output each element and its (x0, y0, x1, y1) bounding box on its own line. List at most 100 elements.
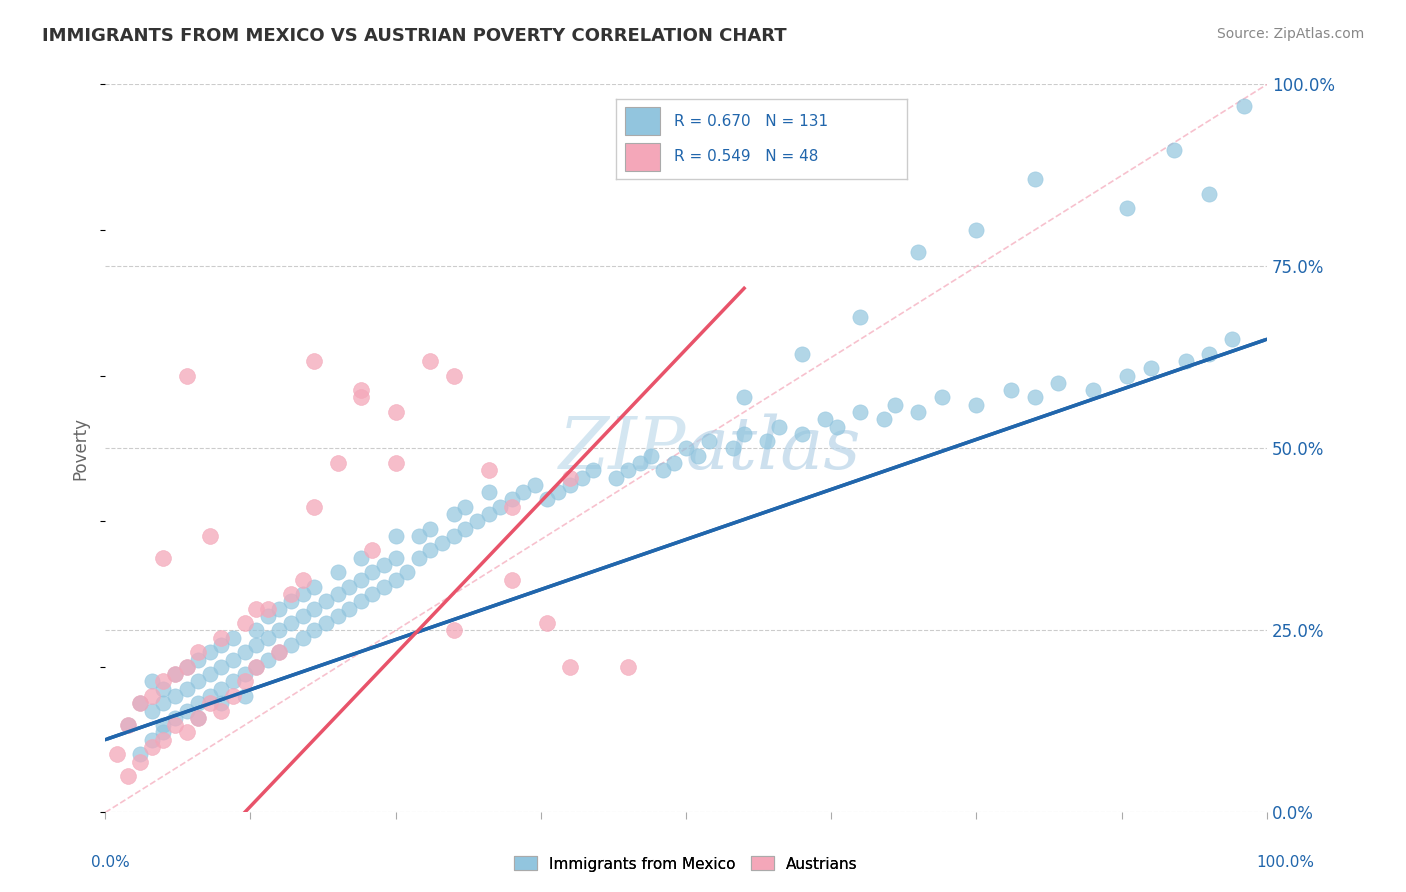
Point (1081, 383, 1104, 397)
Point (105, 747, 128, 762)
Point (257, 652, 280, 666)
Point (209, 681, 232, 696)
Point (408, 550, 430, 565)
Point (384, 456, 406, 470)
Text: ZIP: ZIP (558, 413, 686, 483)
Point (291, 587, 314, 601)
Point (640, 449, 662, 463)
Point (477, 507, 499, 521)
Point (361, 587, 384, 601)
Text: IMMIGRANTS FROM MEXICO VS AUSTRIAN POVERTY CORRELATION CHART: IMMIGRANTS FROM MEXICO VS AUSTRIAN POVER… (42, 27, 787, 45)
Point (605, 470, 627, 484)
Point (501, 492, 523, 507)
Point (558, 478, 581, 492)
Text: 0.0%: 0.0% (91, 855, 131, 870)
Point (373, 558, 395, 572)
Point (558, 470, 581, 484)
Point (315, 616, 337, 631)
Point (280, 594, 302, 608)
Point (733, 391, 755, 405)
Point (477, 485, 499, 500)
Legend: Immigrants from Mexico, Austrians: Immigrants from Mexico, Austrians (508, 850, 865, 878)
Point (373, 580, 395, 594)
Point (1198, 347, 1220, 361)
Point (350, 391, 373, 405)
Point (129, 747, 152, 762)
Point (152, 725, 174, 739)
Point (187, 711, 209, 725)
Point (209, 638, 232, 652)
Point (129, 755, 152, 769)
Point (617, 463, 640, 477)
Point (558, 660, 581, 674)
Point (280, 638, 302, 652)
Point (117, 769, 139, 783)
Point (536, 492, 558, 507)
Point (176, 368, 198, 383)
Point (443, 529, 465, 543)
Point (233, 616, 256, 631)
Point (651, 463, 673, 477)
Point (721, 442, 744, 456)
Point (198, 645, 221, 659)
Point (269, 645, 291, 659)
Point (304, 624, 326, 638)
Point (814, 412, 837, 426)
Point (152, 681, 174, 696)
Point (547, 485, 569, 500)
Point (489, 500, 512, 514)
Point (187, 645, 209, 659)
Point (1174, 354, 1197, 368)
Point (454, 500, 477, 514)
Point (443, 368, 465, 383)
Point (233, 667, 256, 681)
Point (117, 718, 139, 732)
Point (129, 696, 152, 710)
Point (187, 674, 209, 689)
Point (304, 500, 326, 514)
Point (384, 550, 406, 565)
Point (257, 608, 280, 623)
Point (152, 674, 174, 689)
Point (233, 689, 256, 703)
Point (326, 456, 349, 470)
Point (582, 463, 605, 477)
Point (257, 601, 280, 615)
Point (792, 426, 814, 441)
Point (304, 354, 326, 368)
Y-axis label: Poverty: Poverty (72, 417, 89, 480)
Point (269, 601, 291, 615)
Point (501, 500, 523, 514)
Point (117, 718, 139, 732)
Point (1000, 383, 1022, 397)
Point (176, 725, 198, 739)
Point (686, 449, 709, 463)
Point (141, 689, 163, 703)
Point (825, 419, 848, 434)
Point (233, 645, 256, 659)
Point (1233, 99, 1256, 113)
Point (617, 660, 640, 674)
Point (176, 681, 198, 696)
Point (280, 616, 302, 631)
Point (1024, 172, 1046, 186)
Point (350, 383, 373, 397)
Point (443, 624, 465, 638)
Point (304, 580, 326, 594)
Point (304, 601, 326, 615)
Point (443, 507, 465, 521)
Point (849, 405, 872, 419)
Point (198, 529, 221, 543)
Point (350, 550, 373, 565)
Point (245, 601, 267, 615)
Point (163, 667, 186, 681)
Point (1116, 368, 1139, 383)
Point (187, 652, 209, 666)
Point (361, 566, 384, 580)
Point (628, 456, 651, 470)
Point (419, 543, 441, 558)
Point (571, 470, 593, 484)
Point (872, 412, 894, 426)
Point (756, 434, 779, 449)
Point (152, 718, 174, 732)
